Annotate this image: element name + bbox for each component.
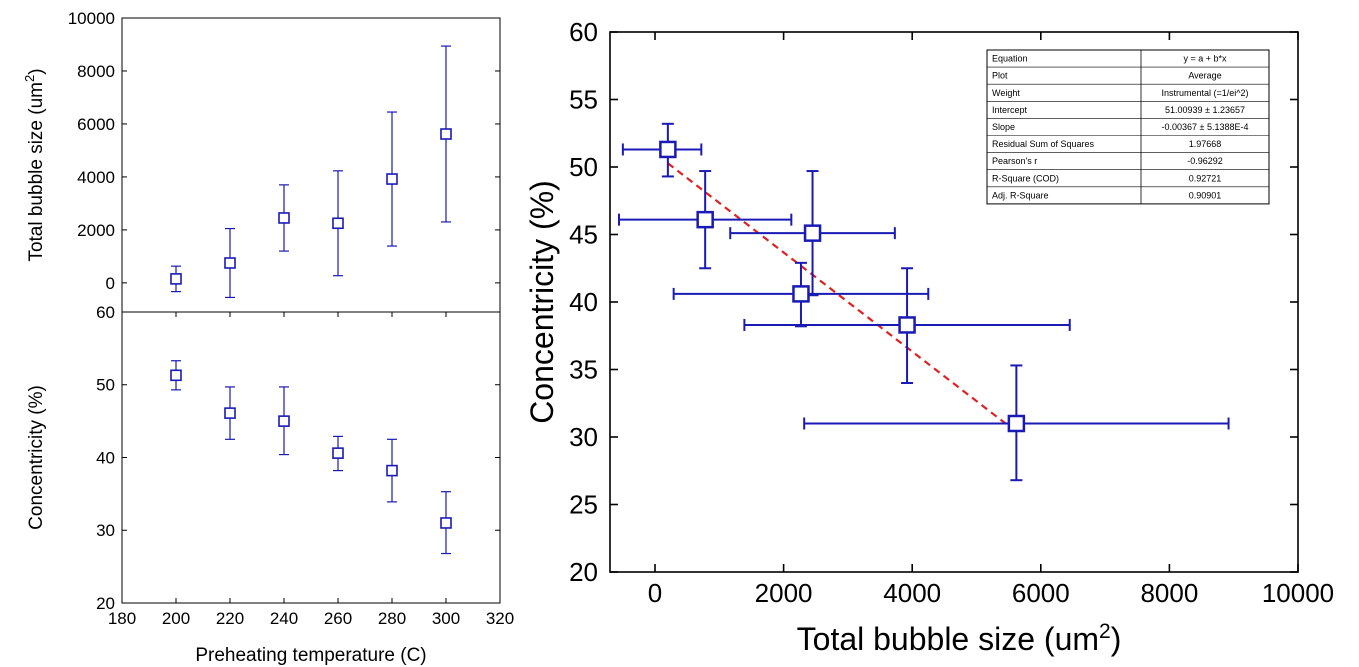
x-axis-label-end: ) [1111, 621, 1122, 657]
x-axis-label-sup: 2 [1099, 620, 1111, 643]
fit-table-key: Equation [992, 54, 1028, 64]
fit-table-value: Average [1188, 71, 1221, 81]
y-axis-label-end: ) [26, 68, 47, 74]
data-point [386, 173, 398, 185]
fit-table-value: -0.00367 ± 5.1388E-4 [1161, 122, 1248, 132]
fit-table-value: Instrumental (=1/ei^2) [1161, 88, 1248, 98]
data-point [386, 464, 398, 477]
x-tick-label: 8000 [1140, 578, 1198, 608]
fit-table-value: 1.97668 [1189, 139, 1222, 149]
fit-table-key: R-Square (COD) [992, 173, 1059, 183]
y-tick-label: 2000 [77, 221, 115, 240]
y-axis-label: Concentricity (%) [524, 180, 560, 424]
fit-table-value: -0.96292 [1187, 156, 1223, 166]
y-tick-label: 40 [96, 448, 115, 467]
data-point [803, 224, 822, 242]
data-point [440, 128, 452, 140]
y-tick-label: 60 [569, 17, 598, 47]
x-tick-label: 4000 [883, 578, 941, 608]
y-tick-label: 45 [569, 220, 598, 250]
y-tick-label: 35 [569, 355, 598, 385]
x-tick-label: 10000 [1262, 578, 1334, 608]
fit-line [667, 162, 1018, 433]
fit-table-key: Intercept [992, 105, 1028, 115]
plot-frame [121, 17, 501, 313]
y-tick-label: 6000 [77, 115, 115, 134]
fit-table-value: 0.92721 [1189, 173, 1222, 183]
y-tick-label: 50 [96, 376, 115, 395]
fit-table-key: Adj. R-Square [992, 190, 1049, 200]
y-axis-label-sup: 2 [22, 75, 37, 82]
panel-right: 20 25 30 35 40 45 50 55 60 0 2000 4000 6000 8000 10000… [524, 17, 1334, 657]
data-point [278, 415, 290, 427]
fit-table-key: Residual Sum of Squares [992, 139, 1095, 149]
panel-bottom-left: 20 30 40 50 60 180 200 220 240 260 280 300 320 Concen… [26, 303, 514, 666]
data-point [659, 140, 677, 159]
fit-table-value: 51.00939 ± 1.23657 [1165, 105, 1245, 115]
x-tick-label: 320 [486, 609, 514, 628]
y-tick-label: 0 [106, 274, 115, 293]
x-axis-label: Preheating temperature (C) [195, 645, 426, 666]
y-axis-label-main: Total bubble size (um [26, 82, 47, 262]
y-tick-label: 8000 [77, 62, 115, 81]
y-tick-label: 25 [569, 490, 598, 520]
x-tick-label: 180 [108, 609, 136, 628]
fit-table-key: Weight [992, 88, 1020, 98]
data-point [332, 447, 344, 459]
y-tick-label: 20 [96, 594, 115, 613]
x-tick-label: 200 [162, 609, 190, 628]
y-axis-label: Concentricity (%) [26, 385, 47, 530]
plot-frame [121, 311, 501, 604]
x-tick-label: 280 [378, 609, 406, 628]
x-axis-label-main: Total bubble size (um [797, 621, 1099, 657]
panel-top-left: 0 2000 4000 6000 8000 10000 Total bubble size … [22, 9, 501, 313]
y-tick-label: 50 [569, 152, 598, 182]
y-tick-label: 40 [569, 287, 598, 317]
data-point [224, 407, 236, 419]
fit-table-value: y = a + b*x [1183, 54, 1227, 64]
x-tick-label: 2000 [755, 578, 813, 608]
x-tick-label: 0 [648, 578, 662, 608]
data-point [898, 316, 916, 334]
fit-results-table: Equation y = a + b*x Plot Average Weight Inst… [986, 49, 1270, 205]
data-point [440, 517, 452, 529]
y-tick-label: 10000 [68, 9, 115, 28]
data-point [792, 285, 810, 303]
data-point [1007, 414, 1026, 433]
fit-table-key: Pearson's r [992, 156, 1037, 166]
data-point [224, 257, 236, 269]
data-point [696, 210, 714, 229]
data-point [170, 369, 182, 382]
fit-table-key: Slope [992, 122, 1015, 132]
fit-table-key: Plot [992, 71, 1008, 81]
y-tick-label: 30 [569, 422, 598, 452]
x-tick-label: 6000 [1012, 578, 1070, 608]
x-tick-label: 220 [216, 609, 244, 628]
data-point [278, 212, 290, 224]
y-tick-label: 20 [569, 557, 598, 587]
x-tick-label: 300 [432, 609, 460, 628]
data-point [332, 217, 344, 230]
y-tick-label: 30 [96, 521, 115, 540]
y-axis-label: Total bubble size (um2) [22, 68, 47, 261]
data-point [170, 273, 182, 285]
y-tick-label: 60 [96, 303, 115, 322]
x-axis-label: Total bubble size (um2) [797, 620, 1122, 657]
y-tick-label: 55 [569, 85, 598, 115]
x-tick-label: 240 [270, 609, 298, 628]
fit-table-value: 0.90901 [1189, 190, 1222, 200]
x-tick-label: 260 [324, 609, 352, 628]
fit-table-frame [986, 49, 1270, 205]
y-tick-label: 4000 [77, 168, 115, 187]
